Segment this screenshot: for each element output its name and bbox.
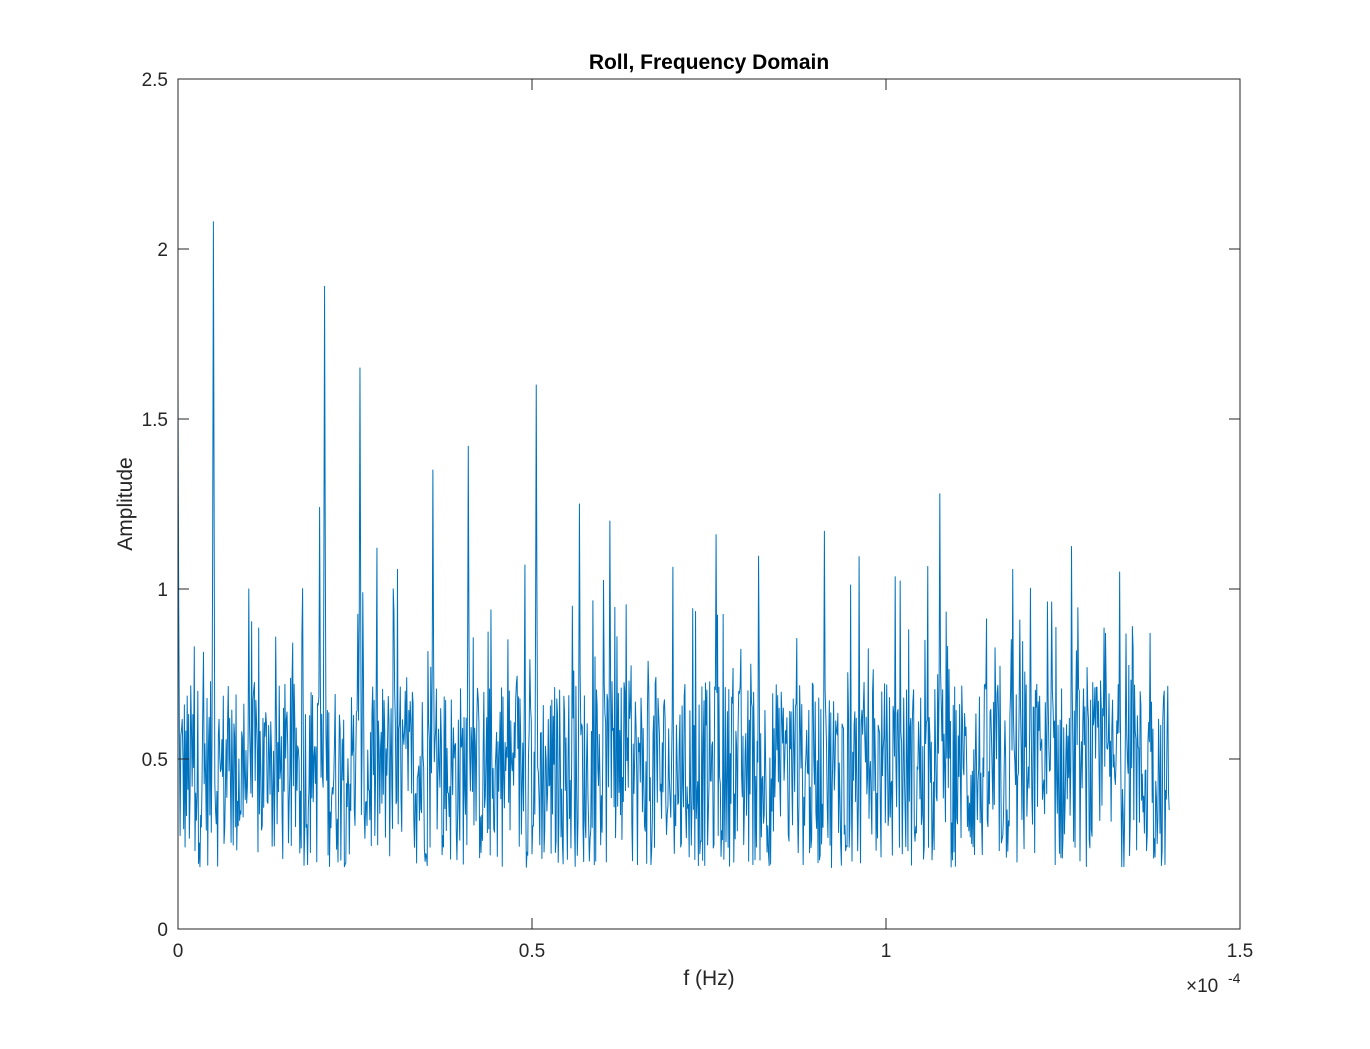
data-layer (177, 221, 1170, 868)
x-tick-label: 0.5 (519, 941, 545, 962)
x-tick-label: 0 (173, 941, 184, 962)
x-axis-label: f (Hz) (683, 967, 734, 990)
y-tick-label: 2 (157, 240, 168, 261)
x-exponent-power: -4 (1228, 970, 1241, 986)
y-tick-label: 1 (157, 580, 168, 601)
tick-layer: 0 0.5 1 1.5 0 0.5 1 1.5 2 2.5 (142, 70, 1254, 962)
y-axis-label: Amplitude (114, 457, 137, 550)
y-tick-label: 0 (157, 920, 168, 941)
y-tick-label: 2.5 (142, 70, 168, 91)
x-tick-label: 1 (881, 941, 892, 962)
y-tick-label: 1.5 (142, 410, 168, 431)
x-exponent-base: ×10 (1186, 976, 1218, 997)
y-tick-label: 0.5 (142, 750, 168, 771)
spectrum-line (177, 221, 1170, 868)
chart-title: Roll, Frequency Domain (589, 51, 829, 74)
x-tick-label: 1.5 (1227, 941, 1253, 962)
x-exponent-label: ×10 -4 (1186, 970, 1241, 997)
plot-frame (177, 78, 1241, 930)
